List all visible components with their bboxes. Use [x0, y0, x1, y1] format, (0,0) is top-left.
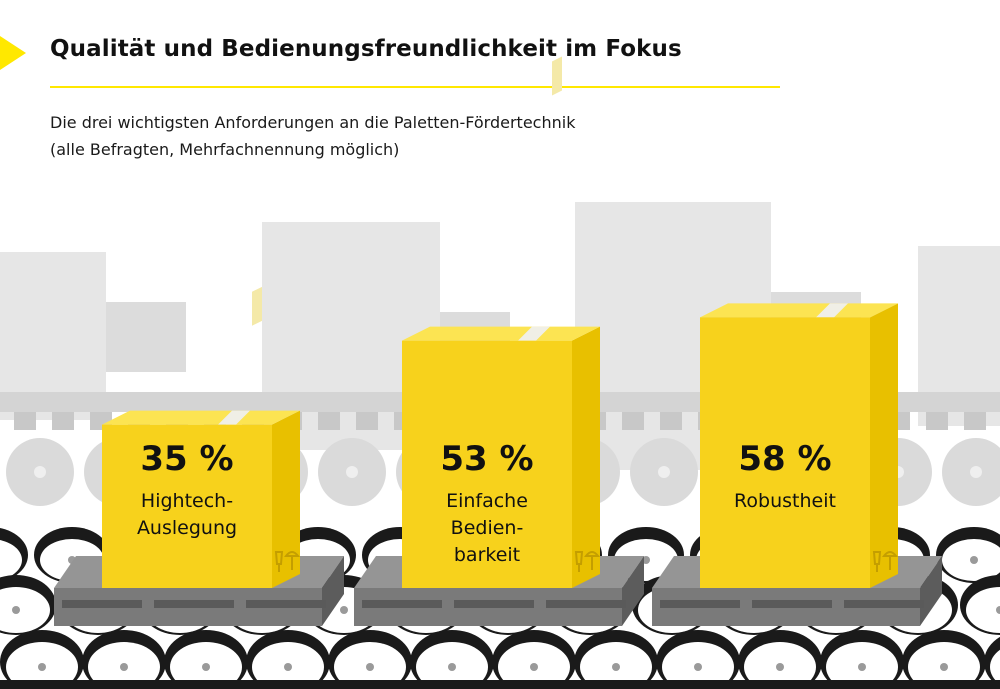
background-roller-hub — [970, 466, 982, 478]
bar-category-label: Hightech- — [141, 490, 233, 512]
bar-value-label: 35 % — [140, 439, 233, 479]
pallet-side — [622, 556, 644, 626]
bar-1: 35 % Hightech- Auslegung — [54, 286, 344, 626]
background-machine-1 — [106, 302, 186, 372]
box-top — [402, 326, 600, 341]
conveyor-roller-face — [0, 540, 22, 580]
conveyor-roller-face — [966, 587, 1000, 633]
bar-category-label: Bedien- — [451, 517, 524, 539]
bar-category-label: Robustheit — [734, 490, 836, 512]
accent-triangle — [0, 36, 26, 70]
bar-category-label: barkeit — [454, 544, 520, 566]
background-rail-slot — [318, 412, 340, 430]
conveyor-roller-hub — [694, 663, 702, 671]
pallet-slot — [62, 600, 142, 608]
pallet-side — [322, 556, 344, 626]
bar-category-label: Auslegung — [137, 517, 237, 539]
keep-dry-icon — [583, 551, 601, 570]
bar-value-label: 53 % — [440, 439, 533, 479]
bar-3: 58 % Robustheit — [652, 303, 942, 626]
title-underline — [50, 86, 780, 88]
fragile-icon — [274, 551, 284, 572]
conveyor-roller-hub — [858, 663, 866, 671]
box-front — [402, 340, 572, 588]
pallet-slot — [546, 600, 626, 608]
subtitle-line-2: (alle Befragten, Mehrfachnennung möglich… — [50, 140, 400, 159]
conveyor-roller-hub — [996, 606, 1000, 614]
background-roller-hub — [34, 466, 46, 478]
box-tape-fold — [552, 56, 562, 96]
background-roller-hub — [658, 466, 670, 478]
conveyor-roller-hub — [202, 663, 210, 671]
pallet-side — [920, 556, 942, 626]
box-side — [870, 303, 898, 588]
box-tape-top — [218, 410, 250, 425]
box-front — [102, 424, 272, 588]
conveyor-base — [0, 680, 1000, 689]
pallet-slot — [844, 600, 924, 608]
conveyor-roller-hub — [366, 663, 374, 671]
chart-subtitle: Die drei wichtigsten Anforderungen an di… — [50, 109, 690, 163]
conveyor-roller-hub — [38, 663, 46, 671]
background-rail-slot — [52, 412, 74, 430]
conveyor-roller-face — [0, 587, 50, 633]
conveyor-roller-hub — [530, 663, 538, 671]
fragile-icon — [574, 551, 584, 572]
box-tape-top — [518, 326, 550, 341]
background-roller-hub — [346, 466, 358, 478]
box-tape-fold — [252, 286, 262, 326]
box-front — [700, 317, 870, 588]
conveyor-roller-hub — [970, 556, 978, 564]
bar-value-label: 58 % — [738, 439, 831, 479]
conveyor-roller-hub — [340, 606, 348, 614]
background-rail-slot — [964, 412, 986, 430]
background-rail-slot — [14, 412, 36, 430]
background-rail-slot — [356, 412, 378, 430]
conveyor-roller-hub — [12, 606, 20, 614]
conveyor-roller-hub — [284, 663, 292, 671]
box-tape-top — [816, 303, 848, 318]
keep-dry-icon — [881, 551, 899, 570]
subtitle-line-1: Die drei wichtigsten Anforderungen an di… — [50, 113, 576, 132]
bar-boxes: 35 % Hightech- Auslegung 53 % Einfache Bedien… — [54, 56, 942, 626]
fragile-icon — [872, 551, 882, 572]
chart-title: Qualität und Bedienungsfreundlichkeit im… — [50, 36, 682, 62]
conveyor-roller-hub — [940, 663, 948, 671]
background-rail-slot — [622, 412, 644, 430]
conveyor-roller-face — [990, 649, 1000, 685]
box-side — [572, 326, 600, 588]
pallet-slot — [246, 600, 326, 608]
pallet-slot — [660, 600, 740, 608]
box-side — [272, 410, 300, 588]
conveyor-roller-hub — [612, 663, 620, 671]
bar-category-label: Einfache — [446, 490, 528, 512]
background-rail-slot — [926, 412, 948, 430]
background-rail-slot — [660, 412, 682, 430]
conveyor-roller-hub — [120, 663, 128, 671]
box-top — [700, 303, 898, 318]
pallet-slot — [362, 600, 442, 608]
conveyor-roller-hub — [776, 663, 784, 671]
keep-dry-icon — [283, 551, 301, 570]
pallet-slot — [154, 600, 234, 608]
pallet-slot — [752, 600, 832, 608]
bar-2: 53 % Einfache Bedien-barkeit — [354, 56, 644, 626]
pallet-slot — [454, 600, 534, 608]
box-top — [102, 410, 300, 425]
conveyor-roller-hub — [448, 663, 456, 671]
